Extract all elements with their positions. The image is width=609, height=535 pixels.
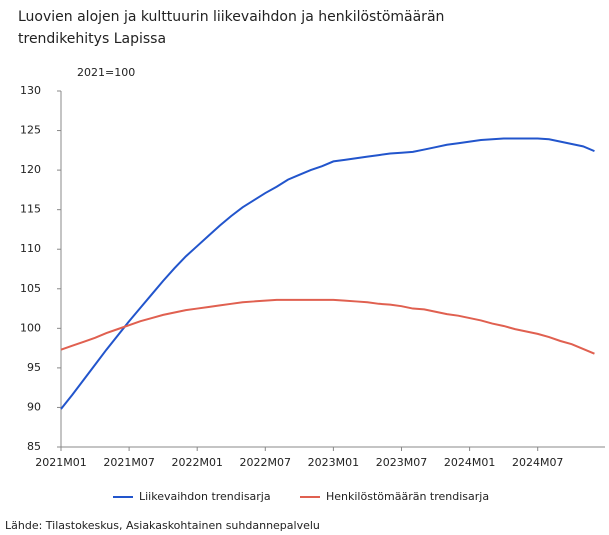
legend-label: Henkilöstömäärän trendisarja	[326, 490, 489, 503]
unit-label: 2021=100	[77, 66, 135, 79]
x-tick-label: 2022M01	[171, 456, 222, 469]
y-tick-label: 95	[27, 361, 41, 374]
source: Lähde: Tilastokeskus, Asiakaskohtainen s…	[5, 519, 320, 532]
y-tick-label: 110	[20, 242, 41, 255]
x-tick-label: 2024M01	[444, 456, 495, 469]
chart-title: trendikehitys Lapissa	[18, 31, 166, 47]
x-tick-label: 2023M07	[376, 456, 427, 469]
y-tick-label: 125	[20, 124, 41, 137]
series-line	[60, 298, 595, 355]
y-tick-label: 120	[20, 163, 41, 176]
series-line	[60, 137, 595, 410]
legend-label: Liikevaihdon trendisarja	[139, 490, 271, 503]
y-tick-label: 105	[20, 282, 41, 295]
y-tick-label: 85	[27, 440, 41, 453]
y-tick-label: 90	[27, 400, 41, 413]
x-tick-label: 2021M07	[103, 456, 154, 469]
chart-title: Luovien alojen ja kulttuurin liikevaihdo…	[18, 9, 444, 25]
y-tick-label: 100	[20, 321, 41, 334]
y-tick-label: 115	[20, 203, 41, 216]
x-tick-label: 2024M07	[512, 456, 563, 469]
x-tick-label: 2021M01	[35, 456, 86, 469]
y-tick-label: 130	[20, 84, 41, 97]
x-tick-label: 2023M01	[308, 456, 359, 469]
x-tick-label: 2022M07	[240, 456, 291, 469]
